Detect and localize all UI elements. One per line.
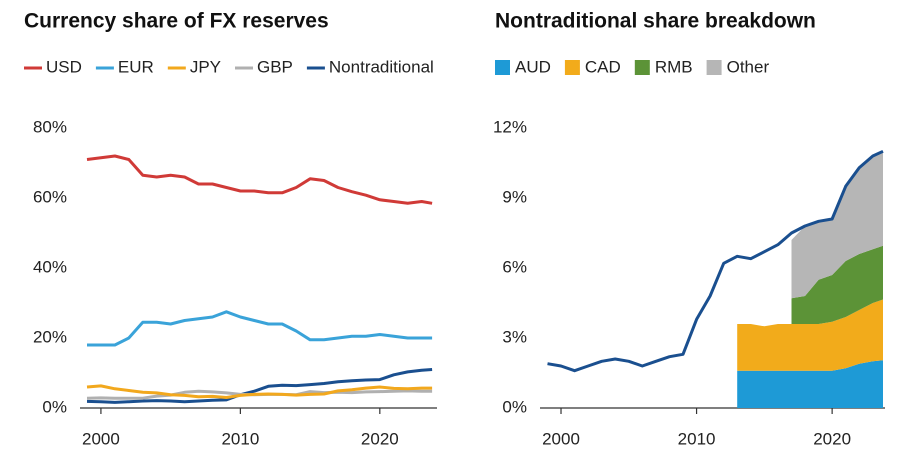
y-tick-label: 20% (33, 327, 67, 346)
legend-label: USD (46, 57, 82, 76)
y-tick-label: 80% (33, 117, 67, 136)
y-tick-label: 40% (33, 257, 67, 276)
legend-label: AUD (515, 57, 551, 76)
x-tick-label: 2010 (678, 429, 716, 448)
legend-label: RMB (655, 57, 693, 76)
x-tick-label: 2020 (361, 429, 399, 448)
legend-label: EUR (118, 57, 154, 76)
legend-swatch (634, 60, 650, 75)
area-series (791, 245, 883, 324)
y-tick-label: 0% (502, 397, 527, 416)
total-line (547, 149, 884, 373)
y-tick-label: 12% (493, 117, 527, 136)
area-series (737, 360, 883, 408)
legend-label: Other (727, 57, 770, 76)
legend-label: Nontraditional (329, 57, 434, 76)
y-tick-label: 9% (502, 187, 527, 206)
y-tick-label: 60% (33, 187, 67, 206)
x-tick-label: 2000 (542, 429, 580, 448)
x-tick-label: 2010 (221, 429, 259, 448)
chart-title: Nontraditional share breakdown (495, 10, 816, 33)
legend-swatch (564, 60, 580, 75)
area-series (737, 299, 883, 371)
line-series (87, 310, 433, 347)
legend-label: GBP (257, 57, 293, 76)
legend-swatch (706, 60, 722, 75)
line-series (86, 368, 433, 404)
area-series (791, 151, 883, 299)
legend-swatch (495, 60, 510, 75)
legend-label: CAD (585, 57, 621, 76)
y-tick-label: 6% (502, 257, 527, 276)
x-tick-label: 2000 (82, 429, 120, 448)
y-tick-label: 3% (502, 327, 527, 346)
y-tick-label: 0% (42, 397, 67, 416)
legend-label: JPY (190, 57, 221, 76)
x-tick-label: 2020 (813, 429, 851, 448)
line-series (86, 154, 433, 205)
chart-title: Currency share of FX reserves (24, 10, 329, 33)
line-series (86, 384, 433, 399)
